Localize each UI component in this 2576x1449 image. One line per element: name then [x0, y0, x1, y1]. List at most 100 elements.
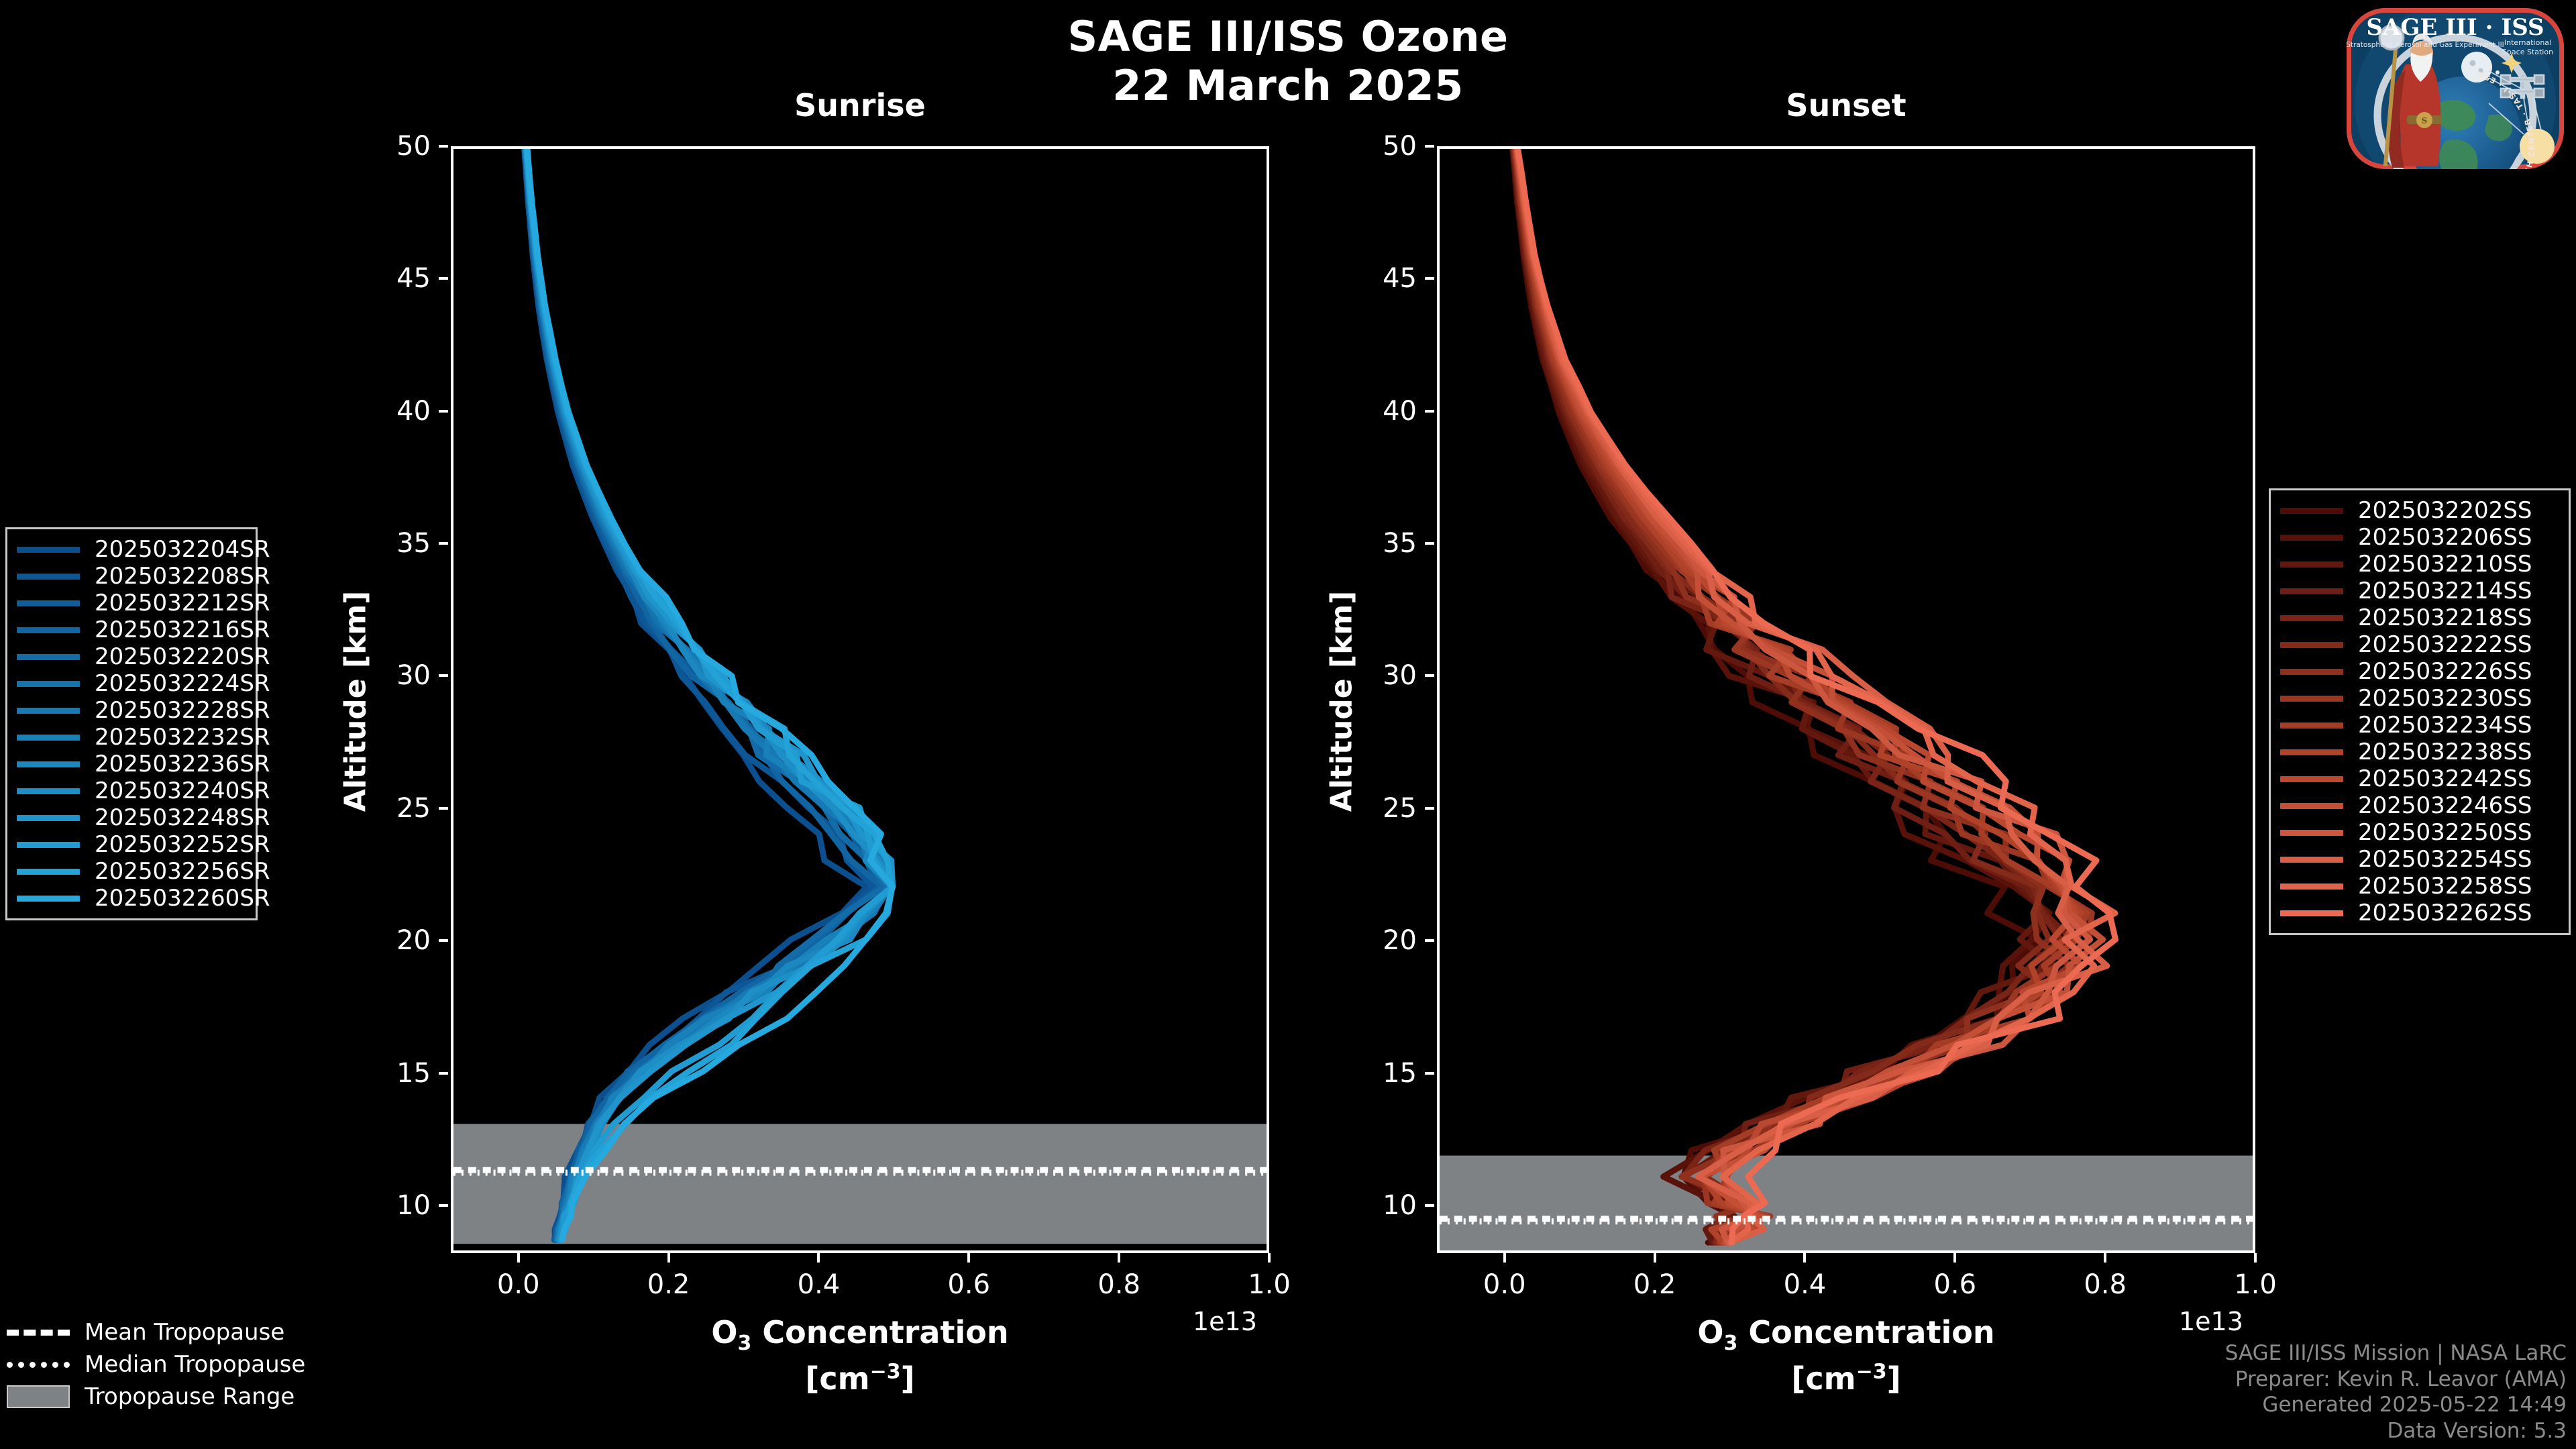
- ozone-profile-line: [522, 149, 885, 1243]
- title-line-1: SAGE III/ISS Ozone: [1067, 12, 1509, 61]
- legend-item[interactable]: 2025032226SS: [2280, 658, 2559, 685]
- legend-item[interactable]: Median Tropopause: [7, 1348, 305, 1381]
- legend-item[interactable]: 2025032216SR: [17, 616, 270, 643]
- y-axis-tick-label: 50: [1383, 131, 1417, 162]
- legend-item[interactable]: 2025032224SR: [17, 670, 270, 697]
- legend-item-label: 2025032232SR: [95, 724, 270, 751]
- legend-item[interactable]: 2025032206SS: [2280, 524, 2559, 551]
- legend-tropopause[interactable]: Mean Tropopause Median Tropopause Tropopau…: [7, 1316, 305, 1413]
- y-axis-tick: [1425, 1203, 1434, 1207]
- y-axis-tick-label: 15: [1383, 1057, 1417, 1089]
- x-axis-tick: [1268, 1253, 1271, 1263]
- y-axis-tick-label: 35: [1383, 528, 1417, 559]
- legend-item[interactable]: 2025032232SR: [17, 724, 270, 751]
- legend-item-label: 2025032262SS: [2358, 900, 2532, 926]
- legend-item[interactable]: 2025032240SR: [17, 777, 270, 804]
- legend-item[interactable]: 2025032208SR: [17, 563, 270, 590]
- legend-color-swatch: [17, 627, 80, 633]
- credits-block: SAGE III/ISS Mission | NASA LaRC Preparer…: [2225, 1340, 2567, 1444]
- ozone-profile-line: [522, 149, 891, 1243]
- legend-item[interactable]: 2025032212SR: [17, 590, 270, 616]
- legend-item[interactable]: 2025032214SS: [2280, 578, 2559, 604]
- page-title: SAGE III/ISS Ozone 22 March 2025: [0, 12, 2576, 110]
- legend-item[interactable]: 2025032228SR: [17, 697, 270, 724]
- legend-item[interactable]: 2025032218SS: [2280, 604, 2559, 631]
- y-axis-tick: [439, 145, 448, 148]
- legend-color-swatch: [2280, 534, 2343, 541]
- legend-color-swatch: [17, 841, 80, 848]
- legend-item-label: 2025032240SR: [95, 777, 270, 804]
- ozone-profile-line: [1515, 149, 2119, 1246]
- legend-item[interactable]: 2025032258SS: [2280, 873, 2559, 900]
- x-label-units-sup: −3: [869, 1360, 901, 1384]
- y-axis-tick-label: 25: [396, 792, 431, 824]
- y-axis-tick: [439, 1071, 448, 1075]
- legend-color-swatch: [2280, 883, 2343, 890]
- x-axis-tick-label: 0.0: [1483, 1269, 1526, 1300]
- x-label-units-pre: [cm: [805, 1360, 870, 1397]
- legend-item[interactable]: 2025032256SR: [17, 858, 270, 885]
- x-axis-tick: [967, 1253, 971, 1263]
- y-axis-tick: [439, 674, 448, 678]
- x-label-units-post: ]: [900, 1360, 915, 1397]
- legend-item[interactable]: 2025032204SR: [17, 536, 270, 563]
- x-label-units-pre: [cm: [1791, 1360, 1856, 1397]
- x-label-o: O: [1697, 1314, 1724, 1350]
- ozone-profile-line: [524, 149, 896, 1243]
- logo-subtitle-left: Stratospheric Aerosol and Gas Experiment…: [2346, 41, 2504, 49]
- legend-item-label: 2025032216SR: [95, 616, 270, 643]
- plot-area-sunrise: [451, 146, 1269, 1253]
- legend-color-swatch: [2280, 856, 2343, 863]
- x-axis-tick-label: 0.2: [1633, 1269, 1676, 1300]
- band-swatch: [7, 1385, 70, 1408]
- legend-item[interactable]: 2025032246SS: [2280, 792, 2559, 819]
- y-axis-tick: [439, 939, 448, 943]
- y-axis-tick-label: 40: [396, 395, 431, 427]
- legend-item[interactable]: 2025032260SR: [17, 885, 270, 912]
- legend-item[interactable]: 2025032230SS: [2280, 685, 2559, 712]
- x-axis-tick: [517, 1253, 520, 1263]
- legend-item-label: 2025032248SR: [95, 804, 270, 831]
- logo-title: SAGE III · ISS: [2366, 14, 2544, 41]
- logo-subtitle-right-1: International: [2504, 38, 2551, 47]
- legend-item[interactable]: Mean Tropopause: [7, 1316, 305, 1348]
- legend-sunrise[interactable]: 2025032204SR 2025032208SR 2025032212SR 2025…: [5, 527, 270, 920]
- x-label-o: O: [711, 1314, 738, 1350]
- legend-item[interactable]: 2025032238SS: [2280, 739, 2559, 765]
- legend-item[interactable]: Tropopause Range: [7, 1381, 305, 1413]
- legend-item[interactable]: 2025032254SS: [2280, 846, 2559, 873]
- x-axis-tick: [1653, 1253, 1656, 1263]
- legend-item[interactable]: 2025032248SR: [17, 804, 270, 831]
- legend-item-label: 2025032206SS: [2358, 524, 2532, 551]
- x-axis-tick: [2254, 1253, 2257, 1263]
- legend-sunset[interactable]: 2025032202SS 2025032206SS 2025032210SS 2025…: [2269, 488, 2571, 935]
- x-axis-tick: [817, 1253, 820, 1263]
- credits-line: SAGE III/ISS Mission | NASA LaRC: [2224, 1341, 2567, 1366]
- legend-item[interactable]: 2025032252SR: [17, 831, 270, 858]
- legend-item[interactable]: 2025032250SS: [2280, 819, 2559, 846]
- legend-item[interactable]: 2025032220SR: [17, 643, 270, 670]
- plot-area-sunset: [1437, 146, 2255, 1253]
- legend-item-label: 2025032256SR: [95, 858, 270, 885]
- legend-item[interactable]: 2025032242SS: [2280, 765, 2559, 792]
- legend-item[interactable]: 2025032222SS: [2280, 631, 2559, 658]
- legend-item-label: 2025032228SR: [95, 697, 270, 724]
- y-axis-tick: [1425, 542, 1434, 545]
- y-axis-tick: [439, 409, 448, 413]
- legend-item[interactable]: 2025032234SS: [2280, 712, 2559, 739]
- legend-color-swatch: [2280, 614, 2343, 621]
- ozone-profile-line: [523, 149, 896, 1243]
- legend-item[interactable]: 2025032236SR: [17, 751, 270, 777]
- legend-item-label: 2025032212SR: [95, 590, 270, 616]
- ozone-profile-line: [522, 149, 888, 1243]
- legend-item[interactable]: 2025032210SS: [2280, 551, 2559, 578]
- legend-item-label: 2025032226SS: [2358, 658, 2532, 685]
- legend-item[interactable]: 2025032202SS: [2280, 497, 2559, 524]
- x-axis-tick: [667, 1253, 670, 1263]
- y-axis-tick: [439, 277, 448, 280]
- legend-item[interactable]: 2025032262SS: [2280, 900, 2559, 926]
- x-label-sub: 3: [737, 1332, 752, 1356]
- legend-color-swatch: [2280, 668, 2343, 675]
- legend-color-swatch: [17, 653, 80, 660]
